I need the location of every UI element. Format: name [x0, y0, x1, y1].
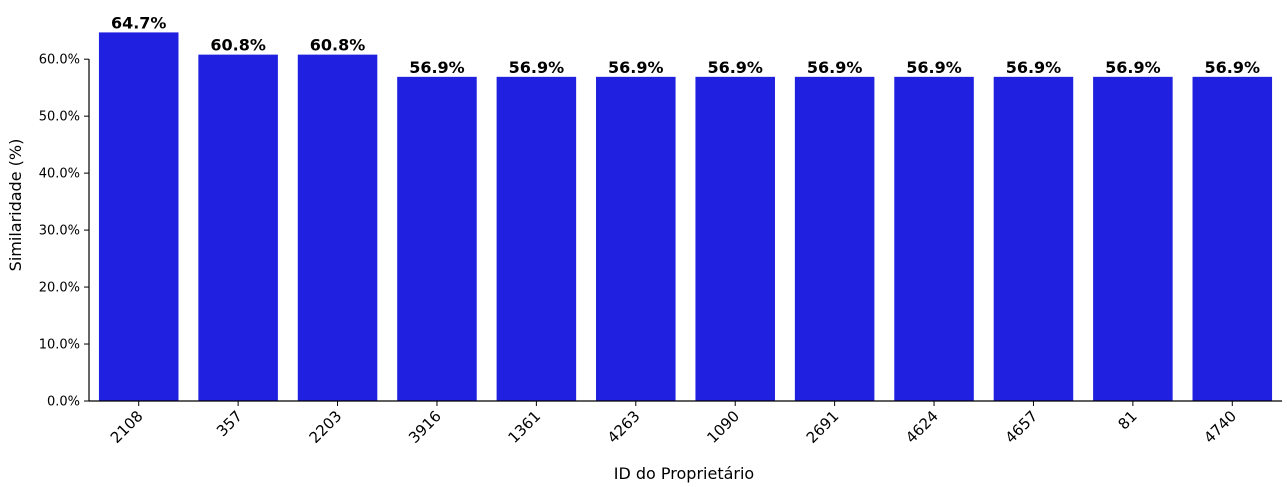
y-tick-label-40: 40.0% [39, 167, 80, 182]
x-tick-label-4263: 4263 [604, 407, 644, 447]
data-label-1361: 56.9% [509, 58, 565, 77]
data-label-4263: 56.9% [608, 58, 664, 77]
x-tick-label-2203: 2203 [306, 407, 346, 447]
y-tick-label-30: 30.0% [39, 224, 80, 239]
bar-4740 [1192, 76, 1273, 402]
x-tick-label-4740: 4740 [1200, 407, 1240, 447]
x-tick-label-81: 81 [1114, 407, 1140, 433]
data-label-4657: 56.9% [1006, 58, 1062, 77]
x-tick-label-1090: 1090 [703, 407, 743, 447]
y-tick-label-50: 50.0% [39, 110, 80, 125]
y-axis: 0.0% 10.0% 20.0% 30.0% 40.0% 50.0% 60.0% [39, 53, 90, 410]
x-tick-label-1361: 1361 [504, 407, 544, 447]
bar-3916 [397, 76, 477, 402]
bar-4657 [993, 76, 1074, 402]
bar-2108 [98, 32, 179, 401]
y-axis-label: Similaridade (%) [6, 139, 25, 272]
x-axis: 2108 357 2203 3916 1361 4263 1090 2691 4624 4657 8… [89, 400, 1282, 447]
y-tick-label-0: 0.0% [47, 395, 80, 410]
x-tick-label-4624: 4624 [902, 407, 942, 447]
x-tick-label-3916: 3916 [405, 407, 445, 447]
x-tick-label-2108: 2108 [107, 407, 147, 447]
data-label-357: 60.8% [210, 36, 266, 55]
y-tick-label-20: 20.0% [39, 281, 80, 296]
y-tick-label-10: 10.0% [39, 338, 80, 353]
data-label-2203: 60.8% [310, 36, 366, 55]
data-label-2691: 56.9% [807, 58, 863, 77]
x-tick-label-357: 357 [213, 407, 246, 440]
bars-group [98, 32, 1273, 402]
bar-2691 [794, 76, 875, 402]
bar-81 [1093, 76, 1173, 402]
bar-2203 [297, 54, 378, 402]
data-labels-group: 64.7% 60.8% 60.8% 56.9% 56.9% 56.9% 56.9% 56.9%… [111, 13, 1260, 76]
data-label-2108: 64.7% [111, 13, 167, 32]
bar-1361 [496, 76, 577, 402]
data-label-4624: 56.9% [906, 58, 962, 77]
data-label-4740: 56.9% [1205, 58, 1261, 77]
bar-4624 [894, 76, 974, 402]
data-label-3916: 56.9% [409, 58, 465, 77]
x-axis-label: ID do Proprietário [614, 464, 754, 483]
bar-357 [198, 54, 278, 402]
data-label-81: 56.9% [1105, 58, 1161, 77]
bar-1090 [695, 76, 775, 402]
y-tick-label-60: 60.0% [39, 53, 80, 68]
bar-4263 [596, 76, 676, 402]
x-tick-label-2691: 2691 [803, 407, 843, 447]
data-label-1090: 56.9% [707, 58, 763, 77]
x-tick-label-4657: 4657 [1002, 407, 1042, 447]
